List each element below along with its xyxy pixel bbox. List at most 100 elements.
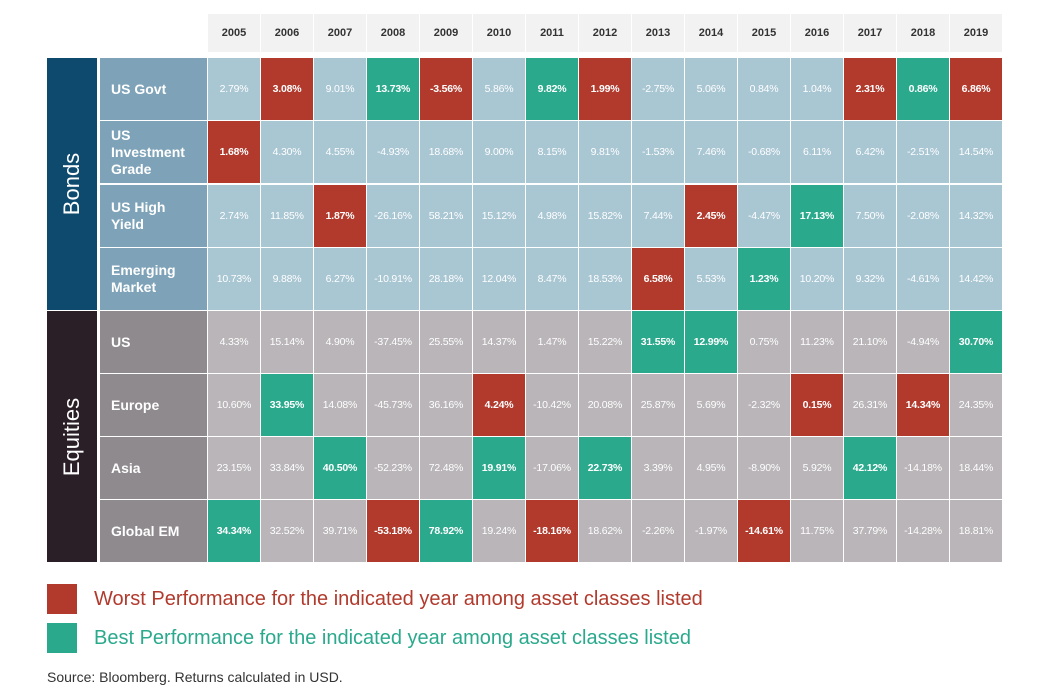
year-header-2019: 2019 xyxy=(950,14,1002,52)
cell: 18.53% xyxy=(579,248,631,310)
cell: 8.15% xyxy=(526,121,578,183)
cell: 15.22% xyxy=(579,311,631,373)
year-header-2006: 2006 xyxy=(261,14,313,52)
cell-worst: 4.24% xyxy=(473,374,525,436)
cell: -4.93% xyxy=(367,121,419,183)
cell: 2.79% xyxy=(208,58,260,120)
cell: 9.88% xyxy=(261,248,313,310)
cell: -1.97% xyxy=(685,500,737,562)
cell: 25.87% xyxy=(632,374,684,436)
cell-best: 17.13% xyxy=(791,185,843,247)
cell: 5.06% xyxy=(685,58,737,120)
cell: 4.98% xyxy=(526,185,578,247)
cell: 58.21% xyxy=(420,185,472,247)
year-header-2012: 2012 xyxy=(579,14,631,52)
cell: -2.26% xyxy=(632,500,684,562)
cell: 72.48% xyxy=(420,437,472,499)
row-label-text: US Govt xyxy=(111,80,167,97)
legend-best-label: Best Performance for the indicated year … xyxy=(94,626,691,649)
row-label-us-high-yield: US High Yield xyxy=(100,185,207,247)
row-label-us: US xyxy=(100,311,207,373)
row-label-emerging-market: Emerging Market xyxy=(100,248,207,310)
cell: 5.53% xyxy=(685,248,737,310)
cell: -14.28% xyxy=(897,500,949,562)
year-header-2018: 2018 xyxy=(897,14,949,52)
cell-worst: -3.56% xyxy=(420,58,472,120)
year-header-2016: 2016 xyxy=(791,14,843,52)
cell: 6.42% xyxy=(844,121,896,183)
cell-worst: 14.34% xyxy=(897,374,949,436)
cell-worst: -14.61% xyxy=(738,500,790,562)
cell: 37.79% xyxy=(844,500,896,562)
cell: 6.11% xyxy=(791,121,843,183)
year-header-2008: 2008 xyxy=(367,14,419,52)
cell: 4.30% xyxy=(261,121,313,183)
row-label-europe: Europe xyxy=(100,374,207,436)
cell: 4.90% xyxy=(314,311,366,373)
cell: 10.60% xyxy=(208,374,260,436)
cell: 14.32% xyxy=(950,185,1002,247)
cell: 7.44% xyxy=(632,185,684,247)
cell-worst: 1.87% xyxy=(314,185,366,247)
cell-best: 34.34% xyxy=(208,500,260,562)
cell: 4.33% xyxy=(208,311,260,373)
cell: 4.55% xyxy=(314,121,366,183)
cell: -2.32% xyxy=(738,374,790,436)
cell: 15.82% xyxy=(579,185,631,247)
cell: 2.74% xyxy=(208,185,260,247)
cell: 9.01% xyxy=(314,58,366,120)
cell: 23.15% xyxy=(208,437,260,499)
cell: 18.62% xyxy=(579,500,631,562)
year-header-2009: 2009 xyxy=(420,14,472,52)
cell: -0.68% xyxy=(738,121,790,183)
legend-best: Best Performance for the indicated year … xyxy=(47,623,691,653)
cell: 36.16% xyxy=(420,374,472,436)
cell-worst: 2.45% xyxy=(685,185,737,247)
cell-worst: 3.08% xyxy=(261,58,313,120)
row-label-us-govt: US Govt xyxy=(100,58,207,120)
cell: 14.54% xyxy=(950,121,1002,183)
cell: 15.12% xyxy=(473,185,525,247)
row-label-text: US Investment Grade xyxy=(111,126,185,177)
row-label-text: US High Yield xyxy=(111,199,166,232)
row-label-text: Global EM xyxy=(111,522,180,539)
cell-worst: 2.31% xyxy=(844,58,896,120)
cell: 33.84% xyxy=(261,437,313,499)
legend-worst: Worst Performance for the indicated year… xyxy=(47,584,703,614)
year-header-2015: 2015 xyxy=(738,14,790,52)
cell: 26.31% xyxy=(844,374,896,436)
year-header-2011: 2011 xyxy=(526,14,578,52)
cell-worst: 6.86% xyxy=(950,58,1002,120)
cell: 9.81% xyxy=(579,121,631,183)
cell: 9.00% xyxy=(473,121,525,183)
cell-best: 12.99% xyxy=(685,311,737,373)
row-label-text: US xyxy=(111,333,131,350)
cell: 11.75% xyxy=(791,500,843,562)
cell: 32.52% xyxy=(261,500,313,562)
cell: 15.14% xyxy=(261,311,313,373)
cell-best: 42.12% xyxy=(844,437,896,499)
cell: 21.10% xyxy=(844,311,896,373)
cell: 0.84% xyxy=(738,58,790,120)
cell: -4.94% xyxy=(897,311,949,373)
legend-worst-swatch xyxy=(47,584,77,614)
cell: -2.51% xyxy=(897,121,949,183)
cell: 5.69% xyxy=(685,374,737,436)
cell: 10.20% xyxy=(791,248,843,310)
cell: 18.81% xyxy=(950,500,1002,562)
cell: 11.23% xyxy=(791,311,843,373)
cell: 19.24% xyxy=(473,500,525,562)
cell: 5.92% xyxy=(791,437,843,499)
cell: 28.18% xyxy=(420,248,472,310)
cell: -4.61% xyxy=(897,248,949,310)
cell-best: 1.23% xyxy=(738,248,790,310)
cell-worst: -18.16% xyxy=(526,500,578,562)
cell: -26.16% xyxy=(367,185,419,247)
cell: -2.08% xyxy=(897,185,949,247)
cell: 12.04% xyxy=(473,248,525,310)
source-note: Source: Bloomberg. Returns calculated in… xyxy=(47,669,343,685)
cell: -10.91% xyxy=(367,248,419,310)
cell: -10.42% xyxy=(526,374,578,436)
cell-best: 22.73% xyxy=(579,437,631,499)
